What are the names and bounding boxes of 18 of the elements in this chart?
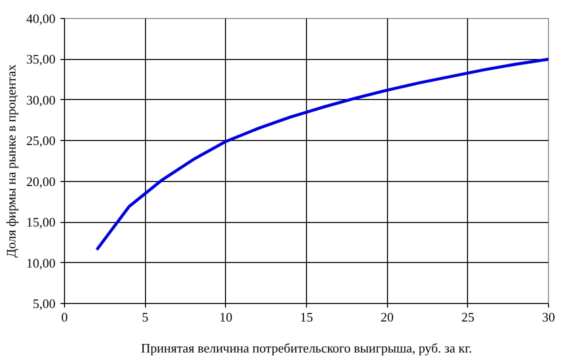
x-tick-label: 25 (461, 310, 474, 324)
y-tick-label: 10,00 (26, 255, 56, 270)
y-tick-label: 20,00 (26, 174, 56, 189)
y-tick-label: 40,00 (26, 11, 56, 26)
x-tick-label: 20 (380, 310, 394, 324)
line-series (95, 58, 548, 252)
y-tick-label: 25,00 (26, 133, 56, 148)
y-tick-label: 15,00 (26, 214, 56, 230)
y-axis-title: Доля фирмы на рынке в процентах (3, 64, 18, 258)
x-tick-label: 5 (142, 310, 148, 324)
y-tick-label: 5,00 (32, 296, 56, 311)
x-axis-title: Принятая величина потребительского выигрыша, руб. за кг. (141, 340, 472, 356)
y-tick-label: 30,00 (26, 92, 56, 108)
y-tick-label: 35,00 (26, 52, 56, 67)
x-tick-label: 0 (61, 310, 68, 324)
x-tick-label: 15 (300, 310, 313, 324)
x-tick-label: 10 (219, 310, 232, 324)
x-tick-label: 30 (542, 310, 555, 324)
